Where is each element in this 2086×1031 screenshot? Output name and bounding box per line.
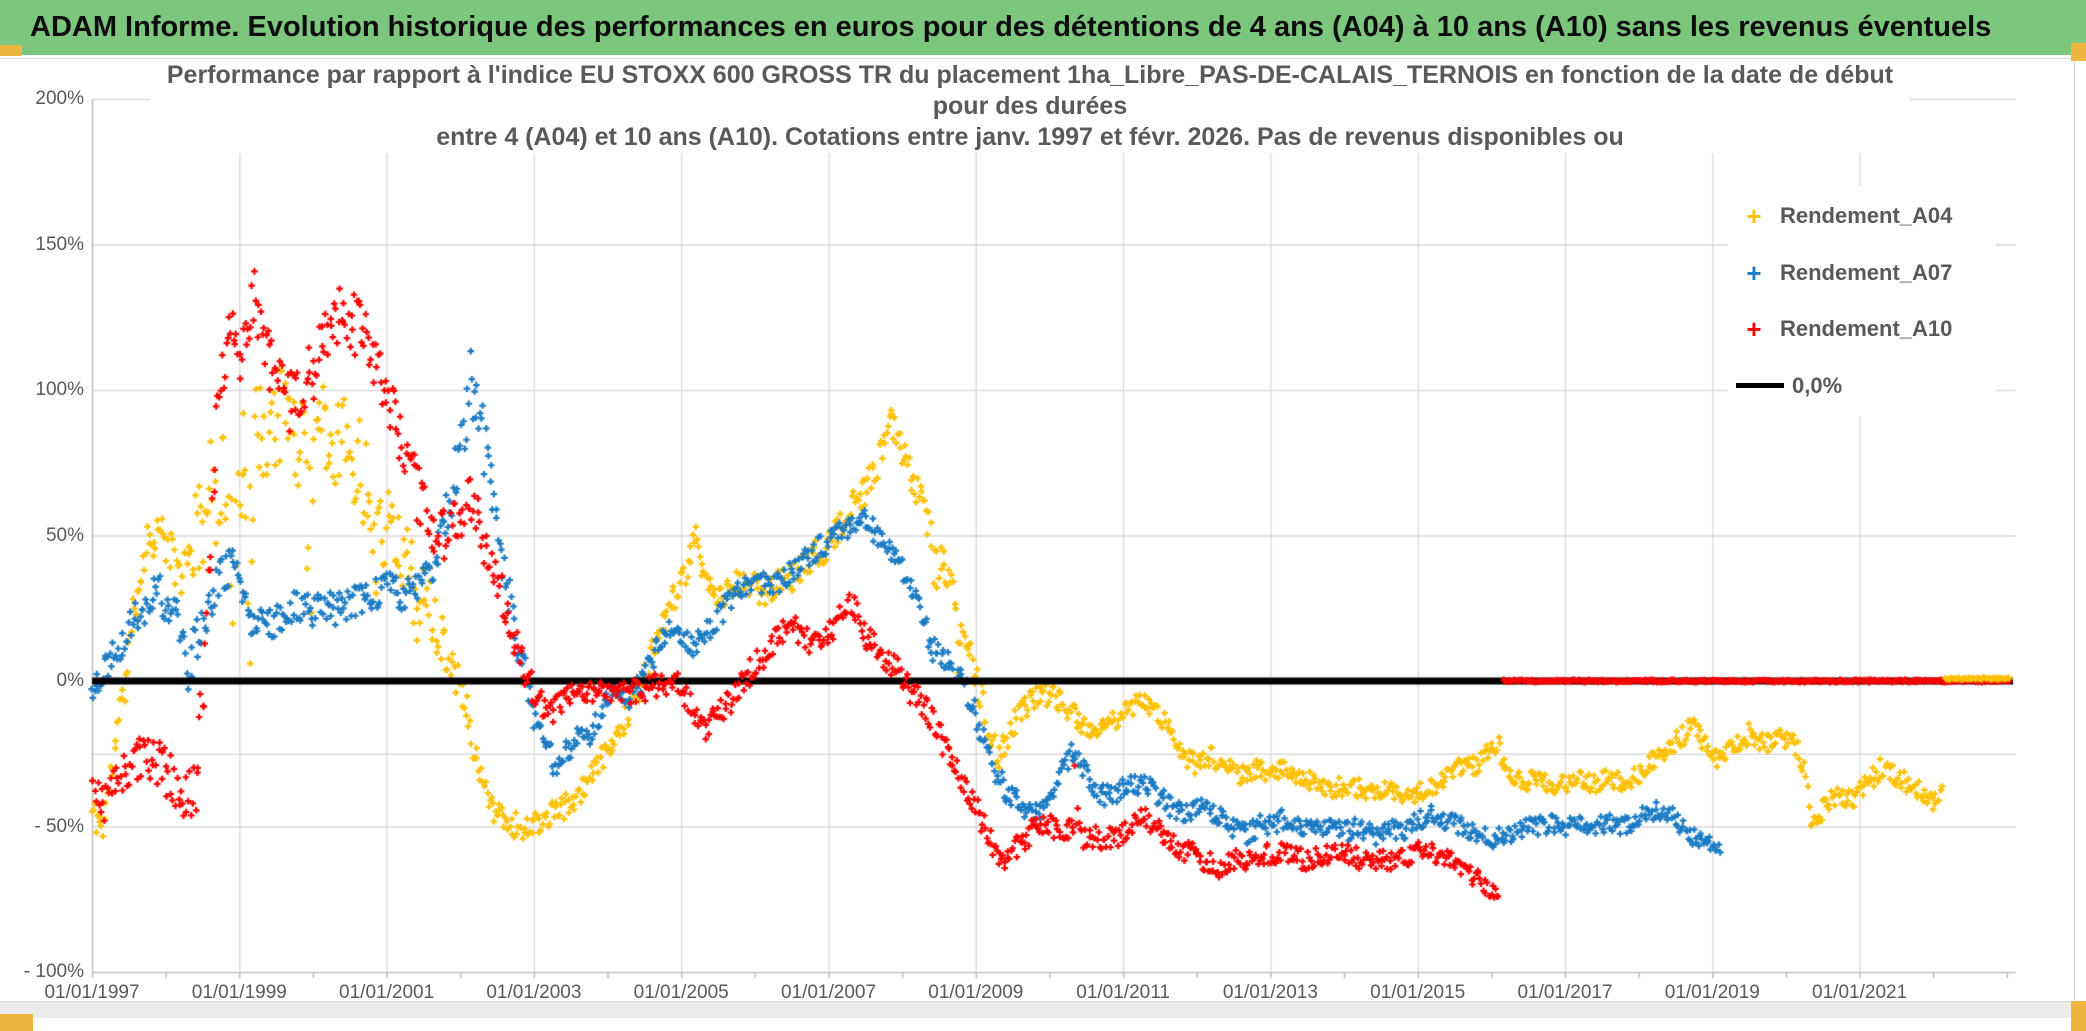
legend-label: Rendement_A10: [1780, 316, 1953, 342]
zero-line-marker-icon: [1736, 383, 1784, 389]
chart-right-border: [2074, 62, 2075, 1001]
x-axis-label: 01/01/2021: [1812, 982, 1908, 1003]
x-axis-label: 01/01/1999: [191, 982, 287, 1003]
x-axis-label: 01/01/2003: [486, 982, 582, 1003]
x-axis-label: 01/01/2017: [1517, 982, 1613, 1003]
x-axis-label: 01/01/1997: [44, 982, 140, 1003]
plus-marker-icon: +: [1746, 201, 1762, 231]
x-axis-label: 01/01/2013: [1222, 982, 1318, 1003]
plus-marker-icon: +: [1746, 257, 1762, 288]
x-axis-label: 01/01/2011: [1076, 982, 1170, 1003]
x-axis-label: 01/01/2005: [633, 982, 729, 1003]
x-axis-label: 01/01/2009: [928, 982, 1024, 1003]
bottom-scroll-strip: [0, 1001, 2086, 1018]
gold-corner-top-left: [0, 45, 22, 56]
x-axis-label: 01/01/2007: [780, 982, 877, 1003]
legend-item-rendement-a04: + Rendement_A04: [1728, 192, 1996, 240]
gold-corner-bottom-right: [2071, 1001, 2086, 1031]
chart-title-line-2: pour des durées: [926, 91, 1134, 122]
legend: + Rendement_A04 + Rendement_A07 + Rendem…: [1728, 186, 1996, 416]
page-title: ADAM Informe. Evolution historique des p…: [30, 11, 1992, 43]
gold-corner-top-right: [2071, 43, 2086, 61]
legend-item-rendement-a07: + Rendement_A07: [1728, 249, 1996, 297]
legend-label: 0,0%: [1792, 372, 1843, 398]
chart-title-line-1: Performance par rapport à l'indice EU ST…: [166, 61, 1894, 89]
y-axis-label: - 50%: [34, 815, 84, 837]
chart-title: Performance par rapport à l'indice EU ST…: [150, 60, 1910, 153]
legend-item-zero-line: 0,0%: [1728, 362, 1996, 410]
x-axis-label: 01/01/2015: [1370, 982, 1466, 1003]
gold-corner-bottom-left: [0, 1014, 33, 1031]
y-axis-label: 200%: [35, 88, 84, 109]
y-axis-label: 150%: [35, 233, 84, 255]
y-axis-label: - 100%: [23, 961, 84, 982]
header-divider: [0, 58, 2086, 59]
plus-marker-icon: +: [1746, 314, 1762, 345]
x-axis-label: 01/01/2001: [339, 982, 435, 1003]
page-title-bar: ADAM Informe. Evolution historique des p…: [0, 0, 2086, 55]
y-axis-label: 50%: [45, 524, 84, 546]
y-axis-label: 0%: [56, 670, 84, 691]
x-axis-label: 01/01/2019: [1664, 982, 1760, 1003]
legend-label: Rendement_A07: [1780, 259, 1953, 285]
chart-title-line-3: entre 4 (A04) et 10 ans (A10). Cotations…: [430, 122, 1630, 153]
legend-label: Rendement_A04: [1780, 203, 1953, 228]
legend-item-rendement-a10: + Rendement_A10: [1728, 305, 1996, 353]
y-axis-label: 100%: [35, 379, 84, 400]
